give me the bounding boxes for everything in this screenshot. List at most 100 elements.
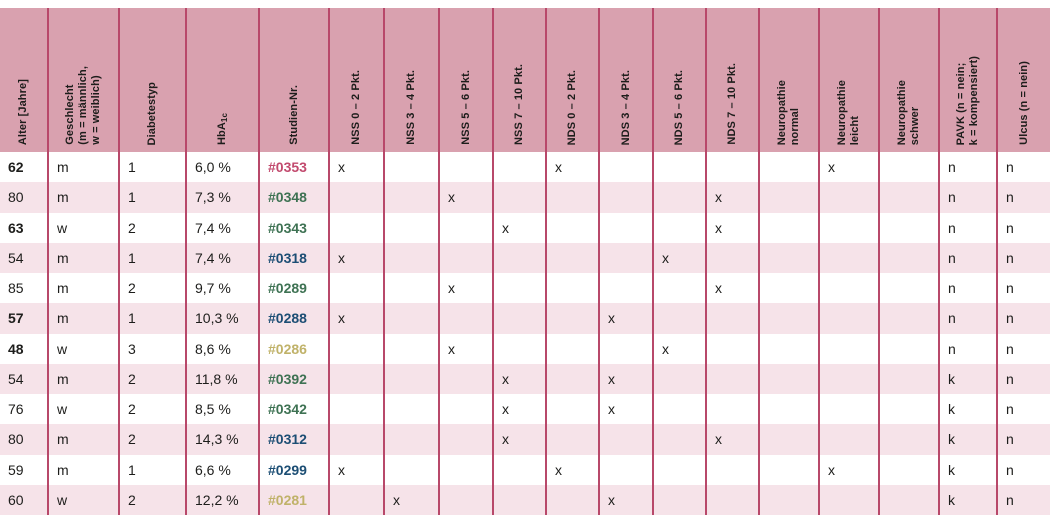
cell-nds_0_2 xyxy=(545,273,598,304)
cell-nss_5_6 xyxy=(438,363,492,394)
column-header-label: NSS 3 – 4 Pkt. xyxy=(405,70,418,145)
hba1c-subscript: 1c xyxy=(219,112,229,123)
cell-pavk: k xyxy=(938,424,996,455)
cell-neuropathie_leicht xyxy=(818,303,878,334)
cell-geschlecht: m xyxy=(47,273,118,304)
cell-nds_5_6 xyxy=(652,303,705,334)
cell-nds_5_6 xyxy=(652,484,705,515)
cell-neuropathie_normal xyxy=(758,424,818,455)
cell-nds_3_4 xyxy=(598,333,652,364)
cell-nss_3_4 xyxy=(383,152,438,183)
column-header-nss-7-10: NSS 7 – 10 Pkt. xyxy=(492,8,545,152)
cell-hba1c: 6,6 % xyxy=(185,454,258,485)
cell-ulcus: n xyxy=(996,484,1050,515)
cell-nds_0_2 xyxy=(545,303,598,334)
cell-alter: 54 xyxy=(8,370,24,387)
cell-neuropathie_leicht: x xyxy=(818,454,878,485)
cell-hba1c: 12,2 % xyxy=(185,484,258,515)
cell-neuropathie_schwer xyxy=(878,182,938,213)
cell-nds_0_2 xyxy=(545,394,598,425)
cell-neuropathie_leicht xyxy=(818,333,878,364)
cell-nss_5_6 xyxy=(438,394,492,425)
cell-nds_3_4: x xyxy=(598,303,652,334)
cell-neuropathie_schwer xyxy=(878,454,938,485)
cell-nds_7_10: x xyxy=(705,273,758,304)
cell-nss_3_4 xyxy=(383,273,438,304)
cell-studien_nr: #0312 xyxy=(258,424,328,455)
cell-hba1c: 7,3 % xyxy=(185,182,258,213)
table-row: 54 m 1 7,4 % #0318 x x n n xyxy=(0,242,1050,273)
column-header-label: NSS 7 – 10 Pkt. xyxy=(513,64,526,145)
column-header-label: NDS 5 – 6 Pkt. xyxy=(673,69,686,145)
cell-nss_3_4: x xyxy=(383,484,438,515)
table-row: 60 w 2 12,2 % #0281 x x k n xyxy=(0,484,1050,515)
cell-neuropathie_schwer xyxy=(878,363,938,394)
cell-nss_7_10: x xyxy=(492,424,545,455)
cell-nds_7_10: x xyxy=(705,212,758,243)
table-header-row: Alter [Jahre] Geschlecht (m = männlich, … xyxy=(0,8,1050,152)
column-header-label: Alter [Jahre] xyxy=(17,78,30,145)
cell-alter: 63 xyxy=(8,219,24,236)
cell-ulcus: n xyxy=(996,333,1050,364)
column-header-label: NDS 7 – 10 Pkt. xyxy=(726,63,739,145)
cell-nds_3_4: x xyxy=(598,484,652,515)
cell-geschlecht: m xyxy=(47,152,118,183)
cell-nds_3_4 xyxy=(598,242,652,273)
table-row: 59 m 1 6,6 % #0299 x x x k n xyxy=(0,454,1050,485)
cell-studien_nr: #0286 xyxy=(258,333,328,364)
cell-alter: 62 xyxy=(8,159,24,176)
cell-nss_3_4 xyxy=(383,212,438,243)
cell-neuropathie_schwer xyxy=(878,212,938,243)
cell-neuropathie_leicht xyxy=(818,363,878,394)
cell-nss_5_6 xyxy=(438,242,492,273)
cell-neuropathie_schwer xyxy=(878,242,938,273)
cell-nss_3_4 xyxy=(383,424,438,455)
cell-nss_7_10: x xyxy=(492,212,545,243)
cell-nds_3_4 xyxy=(598,424,652,455)
cell-neuropathie_leicht xyxy=(818,273,878,304)
cell-diabetestyp: 2 xyxy=(118,424,185,455)
cell-neuropathie_leicht xyxy=(818,394,878,425)
cell-nds_3_4 xyxy=(598,152,652,183)
cell-neuropathie_schwer xyxy=(878,484,938,515)
table-row: 76 w 2 8,5 % #0342 x x k n xyxy=(0,394,1050,425)
cell-studien_nr: #0348 xyxy=(258,182,328,213)
cell-neuropathie_normal xyxy=(758,333,818,364)
cell-nds_3_4: x xyxy=(598,363,652,394)
cell-nss_0_2 xyxy=(328,333,383,364)
cell-nds_7_10 xyxy=(705,484,758,515)
table-row: 57 m 1 10,3 % #0288 x x n n xyxy=(0,303,1050,334)
cell-diabetestyp: 2 xyxy=(118,394,185,425)
table-row: 63 w 2 7,4 % #0343 x x n n xyxy=(0,212,1050,243)
cell-hba1c: 6,0 % xyxy=(185,152,258,183)
cell-alter: 76 xyxy=(8,401,24,418)
cell-nss_5_6 xyxy=(438,152,492,183)
cell-ulcus: n xyxy=(996,303,1050,334)
cell-diabetestyp: 2 xyxy=(118,363,185,394)
cell-nss_0_2 xyxy=(328,363,383,394)
cell-ulcus: n xyxy=(996,363,1050,394)
cell-nss_5_6: x xyxy=(438,333,492,364)
cell-alter: 54 xyxy=(8,249,24,266)
cell-studien_nr: #0353 xyxy=(258,152,328,183)
cell-nss_0_2 xyxy=(328,394,383,425)
cell-diabetestyp: 1 xyxy=(118,303,185,334)
cell-nds_5_6 xyxy=(652,212,705,243)
cell-nss_7_10 xyxy=(492,182,545,213)
cell-alter: 57 xyxy=(8,310,24,327)
cell-geschlecht: m xyxy=(47,424,118,455)
cell-studien_nr: #0343 xyxy=(258,212,328,243)
cell-pavk: n xyxy=(938,273,996,304)
cell-nss_7_10 xyxy=(492,303,545,334)
cell-studien_nr: #0288 xyxy=(258,303,328,334)
column-header-nss-0-2: NSS 0 – 2 Pkt. xyxy=(328,8,383,152)
column-header-label: Studien-Nr. xyxy=(287,85,300,145)
cell-ulcus: n xyxy=(996,182,1050,213)
cell-neuropathie_normal xyxy=(758,394,818,425)
cell-studien_nr: #0392 xyxy=(258,363,328,394)
cell-pavk: k xyxy=(938,363,996,394)
cell-geschlecht: m xyxy=(47,303,118,334)
column-header-label: PAVK (n = nein; k = kompensiert) xyxy=(955,55,980,145)
cell-neuropathie_normal xyxy=(758,273,818,304)
cell-pavk: n xyxy=(938,242,996,273)
